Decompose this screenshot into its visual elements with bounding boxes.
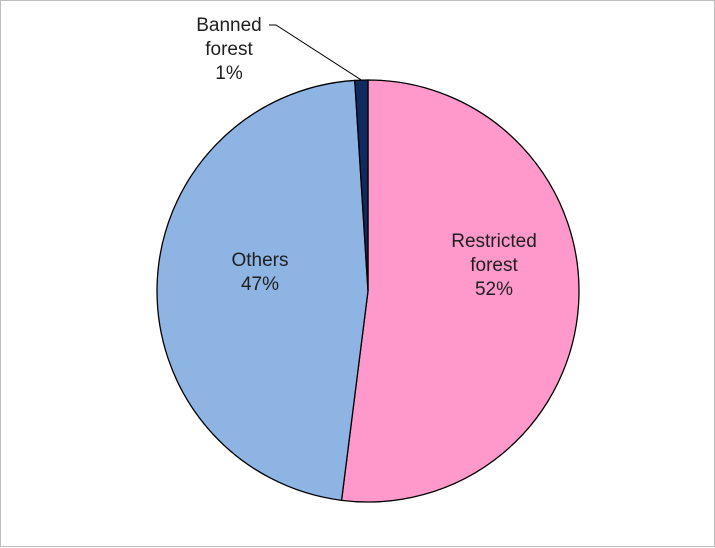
slice-label-line: forest — [205, 39, 253, 60]
leader-lines — [269, 24, 362, 81]
slice-label-line: Restricted — [451, 231, 537, 252]
pie-slices — [156, 79, 580, 503]
slice-labels: Restricted forest 52% Others 47% Banned forest… — [196, 15, 537, 300]
slice-label-line: 1% — [215, 63, 243, 84]
pie-slice-0 — [340, 79, 580, 503]
leader-line-2 — [269, 24, 362, 81]
slice-label-line: 47% — [241, 274, 279, 295]
slice-label-1: Others 47% — [231, 250, 288, 295]
pie-slice-1 — [156, 79, 369, 502]
slice-label-2: Banned forest 1% — [196, 15, 262, 84]
slice-label-line: Banned — [196, 15, 262, 36]
slice-label-line: Others — [231, 250, 288, 271]
slice-label-0: Restricted forest 52% — [451, 231, 537, 300]
slice-label-line: 52% — [475, 279, 513, 300]
slice-label-line: forest — [470, 255, 518, 276]
